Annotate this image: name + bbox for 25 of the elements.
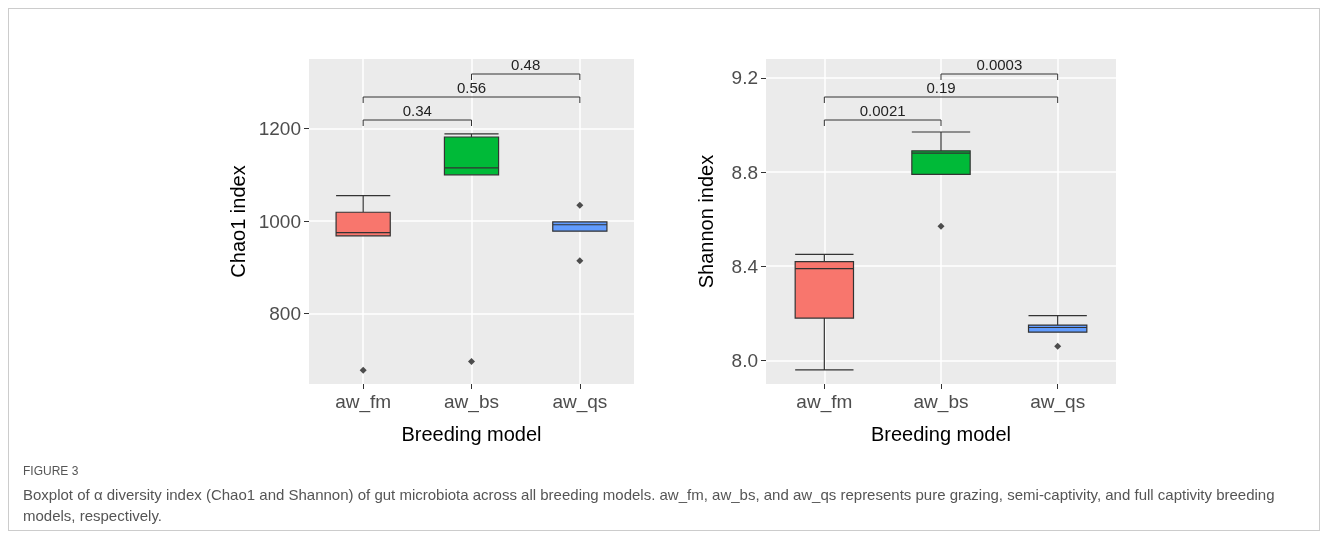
- y-tick-label: 8.0: [731, 349, 758, 371]
- annotation: 0.0021: [859, 102, 906, 119]
- x-tick-label: aw_bs: [444, 391, 499, 413]
- x-tick-label: aw_fm: [796, 391, 853, 413]
- annotation: 0.48: [511, 56, 541, 73]
- y-tick-label: 8.4: [731, 255, 759, 277]
- annotation: 0.0003: [976, 56, 1023, 73]
- text: Boxplot of α diversity index (Chao1 and Shannon) of gut microbiota across all breeding models. aw_fm, aw_bs, and aw_qs represents pure grazing, semi-captivity, and full captivity breeding models, respectively.: [23, 485, 1276, 526]
- y-tick-label: 1200: [258, 118, 301, 140]
- x-tick-label: aw_fm: [335, 391, 392, 413]
- x-axis-title: Breeding model: [870, 423, 1012, 445]
- text: FIGURE 3: [23, 464, 80, 478]
- annotation: 0.19: [926, 79, 956, 96]
- annotation: 0.56: [456, 79, 487, 96]
- annotation: 0.34: [402, 102, 432, 119]
- x-tick-label: aw_qs: [552, 391, 608, 413]
- x-tick-label: aw_qs: [1030, 391, 1086, 413]
- y-tick-label: 1000: [258, 210, 301, 232]
- y-tick-label: 9.2: [731, 67, 758, 89]
- y-tick-label: 800: [269, 302, 301, 324]
- y-axis-title: Shannon index: [695, 154, 717, 289]
- x-axis-title: Breeding model: [401, 423, 542, 445]
- x-tick-label: aw_bs: [913, 391, 969, 413]
- y-tick-label: 8.8: [731, 161, 758, 183]
- y-axis-title: Chao1 index: [226, 165, 249, 278]
